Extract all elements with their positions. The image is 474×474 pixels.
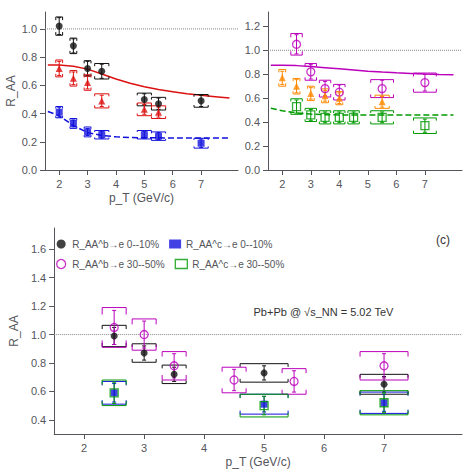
svg-text:7: 7 xyxy=(422,178,428,190)
svg-text:1.0: 1.0 xyxy=(31,329,46,341)
svg-text:6: 6 xyxy=(393,178,399,190)
svg-text:2: 2 xyxy=(56,178,62,190)
svg-text:p_T (GeV/c): p_T (GeV/c) xyxy=(109,191,174,205)
svg-text:0.4: 0.4 xyxy=(245,116,260,128)
svg-text:1.4: 1.4 xyxy=(31,272,46,284)
svg-text:R_AA^b→e 0--10%: R_AA^b→e 0--10% xyxy=(72,239,159,250)
svg-text:1.0: 1.0 xyxy=(245,44,260,56)
svg-text:Pb+Pb @ √s_NN = 5.02 TeV: Pb+Pb @ √s_NN = 5.02 TeV xyxy=(254,306,395,318)
svg-text:5: 5 xyxy=(141,178,147,190)
svg-text:7: 7 xyxy=(381,442,387,454)
svg-text:0.2: 0.2 xyxy=(245,140,260,152)
svg-text:0.6: 0.6 xyxy=(31,385,46,397)
svg-text:0.2: 0.2 xyxy=(22,136,37,148)
svg-text:1.2: 1.2 xyxy=(245,20,260,32)
svg-text:0.0: 0.0 xyxy=(22,164,37,176)
svg-text:R_AA: R_AA xyxy=(4,75,18,106)
svg-text:0.4: 0.4 xyxy=(31,414,46,426)
svg-text:6: 6 xyxy=(170,178,176,190)
svg-text:3: 3 xyxy=(141,442,147,454)
svg-text:(c): (c) xyxy=(436,233,450,247)
svg-text:3: 3 xyxy=(308,178,314,190)
svg-text:4: 4 xyxy=(113,178,119,190)
svg-text:R_AA^c→e 30--50%: R_AA^c→e 30--50% xyxy=(192,259,284,270)
svg-text:p_T (GeV/c): p_T (GeV/c) xyxy=(226,455,291,469)
svg-text:2: 2 xyxy=(81,442,87,454)
svg-text:1.0: 1.0 xyxy=(22,23,37,35)
svg-text:0.0: 0.0 xyxy=(245,164,260,176)
svg-text:5: 5 xyxy=(365,178,371,190)
svg-text:R_AA^b→e 30--50%: R_AA^b→e 30--50% xyxy=(72,259,165,270)
svg-text:2: 2 xyxy=(279,178,285,190)
svg-text:5: 5 xyxy=(261,442,267,454)
svg-text:R_AA: R_AA xyxy=(7,315,21,346)
svg-text:R_AA^c→e 0--10%: R_AA^c→e 0--10% xyxy=(186,239,272,250)
svg-text:1.2: 1.2 xyxy=(31,300,46,312)
svg-text:0.6: 0.6 xyxy=(245,92,260,104)
svg-text:0.4: 0.4 xyxy=(22,108,37,120)
svg-text:7: 7 xyxy=(198,178,204,190)
svg-text:6: 6 xyxy=(321,442,327,454)
svg-text:3: 3 xyxy=(85,178,91,190)
svg-text:4: 4 xyxy=(336,178,342,190)
svg-text:1.6: 1.6 xyxy=(31,243,46,255)
svg-text:4: 4 xyxy=(201,442,207,454)
svg-text:0.8: 0.8 xyxy=(245,68,260,80)
svg-text:0.6: 0.6 xyxy=(22,79,37,91)
svg-text:0.8: 0.8 xyxy=(31,357,46,369)
svg-text:0.8: 0.8 xyxy=(22,51,37,63)
